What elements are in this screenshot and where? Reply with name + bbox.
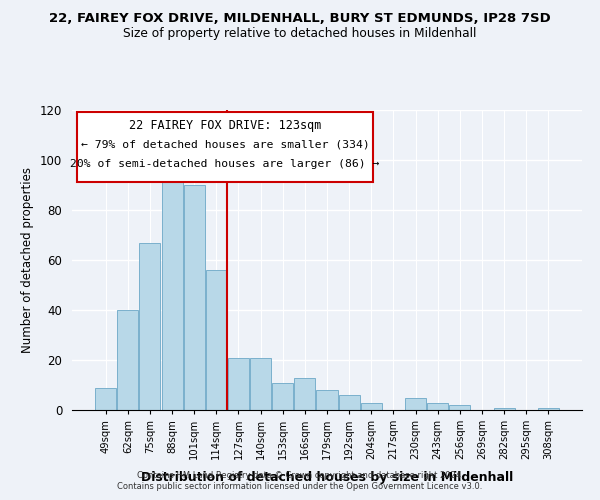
Bar bbox=[206, 270, 227, 410]
Text: 22 FAIREY FOX DRIVE: 123sqm: 22 FAIREY FOX DRIVE: 123sqm bbox=[129, 119, 321, 132]
Bar bbox=[118, 310, 139, 410]
Text: Contains HM Land Registry data © Crown copyright and database right 2024.: Contains HM Land Registry data © Crown c… bbox=[137, 471, 463, 480]
Text: Size of property relative to detached houses in Mildenhall: Size of property relative to detached ho… bbox=[124, 28, 476, 40]
Bar bbox=[295, 378, 316, 410]
Bar bbox=[494, 408, 515, 410]
Bar bbox=[316, 390, 338, 410]
Bar bbox=[449, 405, 470, 410]
Bar bbox=[250, 358, 271, 410]
Bar bbox=[405, 398, 426, 410]
Bar bbox=[161, 178, 182, 410]
Bar bbox=[427, 402, 448, 410]
Bar bbox=[338, 395, 359, 410]
FancyBboxPatch shape bbox=[77, 112, 373, 182]
Text: Contains public sector information licensed under the Open Government Licence v3: Contains public sector information licen… bbox=[118, 482, 482, 491]
Bar bbox=[184, 185, 205, 410]
Y-axis label: Number of detached properties: Number of detached properties bbox=[22, 167, 34, 353]
Bar bbox=[228, 358, 249, 410]
X-axis label: Distribution of detached houses by size in Mildenhall: Distribution of detached houses by size … bbox=[141, 470, 513, 484]
Text: 22, FAIREY FOX DRIVE, MILDENHALL, BURY ST EDMUNDS, IP28 7SD: 22, FAIREY FOX DRIVE, MILDENHALL, BURY S… bbox=[49, 12, 551, 26]
Bar bbox=[95, 388, 116, 410]
Bar bbox=[361, 402, 382, 410]
Text: ← 79% of detached houses are smaller (334): ← 79% of detached houses are smaller (33… bbox=[80, 139, 370, 149]
Bar bbox=[538, 408, 559, 410]
Bar bbox=[139, 242, 160, 410]
Text: 20% of semi-detached houses are larger (86) →: 20% of semi-detached houses are larger (… bbox=[70, 160, 380, 170]
Bar bbox=[272, 382, 293, 410]
